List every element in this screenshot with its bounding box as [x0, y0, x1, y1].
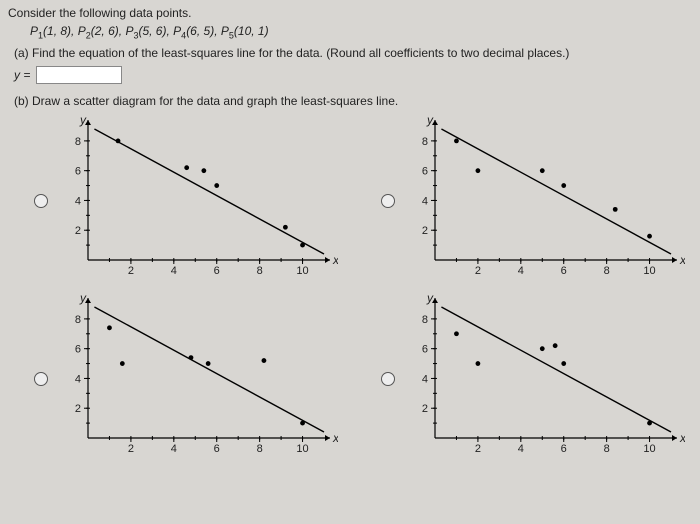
svg-text:2: 2 [75, 404, 81, 416]
svg-text:2: 2 [475, 443, 481, 455]
answer-input[interactable] [36, 66, 122, 84]
svg-text:6: 6 [75, 344, 81, 356]
svg-text:6: 6 [422, 344, 428, 356]
svg-text:4: 4 [422, 374, 428, 386]
svg-text:8: 8 [75, 136, 81, 148]
chart-4-svg: 2 4 6 8 10 2 4 6 8 x y [405, 290, 685, 458]
svg-text:y: y [426, 291, 434, 305]
svg-text:4: 4 [518, 443, 524, 455]
chart-1-svg: 2 4 6 8 10 2 4 6 8 x y [58, 112, 338, 280]
svg-text:4: 4 [75, 374, 81, 386]
svg-text:6: 6 [422, 166, 428, 178]
svg-text:4: 4 [171, 265, 177, 277]
chart-option-1[interactable]: 2 4 6 8 10 2 4 6 8 x y [58, 112, 338, 280]
chart-2-svg: 2 4 6 8 10 2 4 6 8 x y [405, 112, 685, 280]
chart-option-4[interactable]: 2 4 6 8 10 2 4 6 8 x y [405, 290, 685, 458]
svg-text:10: 10 [296, 443, 308, 455]
equation-lhs: y = [14, 68, 30, 82]
radio-2[interactable] [381, 194, 395, 208]
svg-text:8: 8 [75, 314, 81, 326]
svg-text:8: 8 [257, 443, 263, 455]
svg-text:y: y [426, 113, 434, 127]
svg-text:6: 6 [214, 265, 220, 277]
svg-text:2: 2 [128, 265, 134, 277]
svg-text:6: 6 [561, 443, 567, 455]
svg-text:y: y [79, 291, 87, 305]
svg-text:y: y [79, 113, 87, 127]
svg-text:6: 6 [75, 166, 81, 178]
svg-text:10: 10 [643, 265, 655, 277]
charts-grid: 2 4 6 8 10 2 4 6 8 x y 2 4 6 8 10 2 4 6 8 x y 2 4 6 8 10 2 4 6 8 x y 2… [58, 112, 692, 458]
intro-text: Consider the following data points. [8, 6, 692, 20]
chart-3-svg: 2 4 6 8 10 2 4 6 8 x y [58, 290, 338, 458]
svg-text:6: 6 [214, 443, 220, 455]
svg-text:4: 4 [75, 196, 81, 208]
svg-text:8: 8 [604, 443, 610, 455]
svg-text:2: 2 [128, 443, 134, 455]
svg-text:4: 4 [422, 196, 428, 208]
radio-4[interactable] [381, 372, 395, 386]
svg-text:10: 10 [643, 443, 655, 455]
part-a-label: (a) Find the equation of the least-squar… [14, 46, 692, 60]
svg-text:x: x [332, 431, 338, 445]
part-b-label: (b) Draw a scatter diagram for the data … [14, 94, 692, 108]
svg-text:4: 4 [171, 443, 177, 455]
svg-text:2: 2 [422, 404, 428, 416]
svg-text:6: 6 [561, 265, 567, 277]
chart-option-3[interactable]: 2 4 6 8 10 2 4 6 8 x y [58, 290, 338, 458]
radio-3[interactable] [34, 372, 48, 386]
svg-text:2: 2 [75, 226, 81, 238]
svg-text:x: x [679, 431, 685, 445]
svg-text:2: 2 [422, 226, 428, 238]
data-points: P1(1, 8), P2(2, 6), P3(5, 6), P4(6, 5), … [30, 24, 692, 40]
svg-text:x: x [332, 253, 338, 267]
chart-option-2[interactable]: 2 4 6 8 10 2 4 6 8 x y [405, 112, 685, 280]
svg-text:8: 8 [604, 265, 610, 277]
svg-text:8: 8 [422, 314, 428, 326]
svg-text:x: x [679, 253, 685, 267]
radio-1[interactable] [34, 194, 48, 208]
svg-text:4: 4 [518, 265, 524, 277]
svg-text:8: 8 [257, 265, 263, 277]
svg-text:10: 10 [296, 265, 308, 277]
svg-text:2: 2 [475, 265, 481, 277]
svg-text:8: 8 [422, 136, 428, 148]
